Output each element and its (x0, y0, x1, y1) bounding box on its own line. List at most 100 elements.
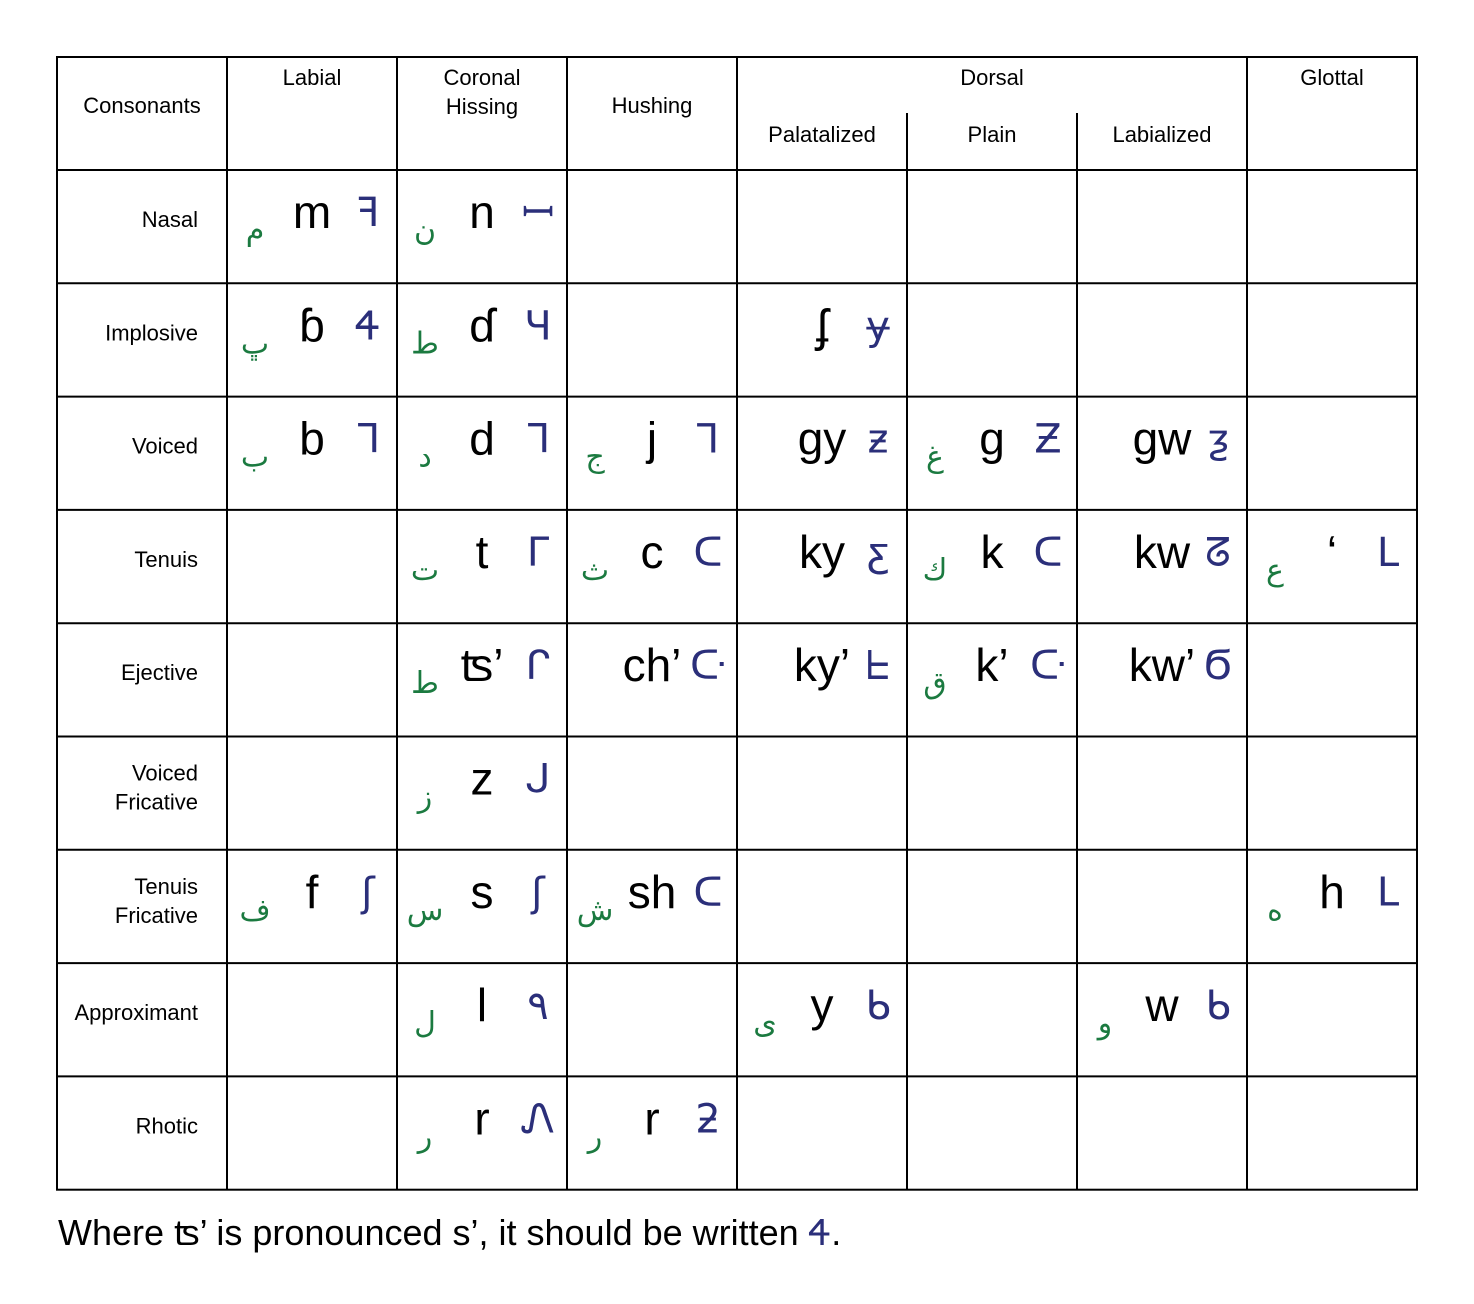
arabic-letter: ط (411, 326, 439, 361)
native-letter: Ꞁ (697, 417, 719, 463)
native-letter: ꟷ (522, 190, 555, 236)
arabic-letter: ط (411, 666, 439, 701)
column-subheader-palatalized: Palatalized (768, 122, 876, 147)
native-letter: ᑲ (865, 983, 890, 1029)
native-letter: ƻ (695, 1096, 720, 1142)
native-letter: L (1377, 530, 1400, 576)
native-letter: ᖶ (866, 643, 890, 689)
native-letter: ᑕ (693, 530, 722, 576)
footnote: Where ʦ’ is pronounced s’, it should be … (58, 1212, 841, 1255)
native-letter: ꟻ (356, 190, 379, 236)
native-letter: ᘔ (1205, 530, 1231, 576)
native-letter: ᒪ (1377, 870, 1400, 916)
native-letter: Ƶ (1034, 417, 1061, 463)
latin-letter: z (471, 753, 494, 805)
row-label: Rhotic (136, 1113, 198, 1138)
arabic-letter: ث (581, 553, 609, 588)
native-letter: ᒋ (525, 643, 550, 689)
latin-letter: s (471, 866, 494, 918)
arabic-letter: ر (416, 1119, 433, 1154)
latin-letter: ɗ (469, 299, 497, 351)
column-header-hushing: Hushing (612, 93, 693, 118)
latin-letter: sh (628, 866, 677, 918)
native-letter: ᑢ (1030, 643, 1066, 689)
native-letter: ᑕ (1033, 530, 1062, 576)
row-label: Ejective (121, 660, 198, 685)
row-label: Tenuis (134, 547, 198, 572)
arabic-letter: ق (923, 666, 946, 701)
column-header-glottal: Glottal (1300, 65, 1364, 90)
corner-label: Consonants (83, 93, 200, 118)
latin-letter: k (981, 526, 1005, 578)
native-letter: ᑢ (690, 643, 726, 689)
arabic-letter: س (407, 893, 444, 928)
arabic-letter: ف (239, 893, 270, 928)
arabic-letter: ڀ (241, 326, 269, 361)
arabic-letter: م (246, 213, 265, 248)
arabic-letter: ع (1266, 553, 1284, 588)
footnote-glyph: Ꮞ (808, 1213, 832, 1254)
arabic-letter: ج (585, 440, 605, 475)
latin-letter: y (811, 979, 834, 1031)
latin-letter: h (1319, 866, 1345, 918)
column-subheader-plain: Plain (968, 122, 1017, 147)
latin-letter: kw (1134, 526, 1191, 578)
arabic-letter: د (418, 440, 431, 475)
latin-letter: r (474, 1092, 489, 1144)
latin-letter: kw’ (1129, 639, 1195, 691)
native-letter: ᒥ (527, 530, 550, 576)
row-label: Tenuis (134, 874, 198, 899)
native-letter: ᒣ (526, 417, 550, 463)
latin-letter: n (469, 186, 495, 238)
native-letter: ᑲ (1205, 983, 1230, 1029)
arabic-letter: ه (1267, 893, 1283, 928)
row-label: Voiced (132, 761, 198, 786)
column-header-dorsal: Dorsal (960, 65, 1024, 90)
arabic-letter: ن (414, 213, 436, 248)
row-label: Voiced (132, 434, 198, 459)
latin-letter: ʦ’ (461, 639, 504, 691)
row-label: Implosive (105, 320, 198, 345)
row-label: Fricative (115, 903, 198, 928)
native-letter: ƶ (868, 417, 889, 463)
footnote-text: Where ʦ’ is pronounced s’, it should be … (58, 1212, 809, 1253)
arabic-letter: ب (241, 440, 269, 475)
native-letter: ƺ (1208, 417, 1229, 463)
native-letter: Ч (524, 303, 551, 349)
row-label: Nasal (142, 207, 198, 232)
latin-letter: c (641, 526, 664, 578)
column-header-coronal: Coronal (443, 65, 520, 90)
native-letter: ᒍ (525, 757, 550, 803)
latin-letter: k’ (975, 639, 1008, 691)
column-header-coronal: Hissing (446, 94, 518, 119)
latin-letter: ch’ (623, 639, 682, 691)
latin-letter: d (469, 413, 495, 465)
latin-letter: f (306, 866, 319, 918)
latin-letter: g (979, 413, 1005, 465)
latin-letter: gw (1133, 413, 1193, 465)
native-letter: ƹ (866, 530, 889, 576)
row-label: Fricative (115, 790, 198, 815)
latin-letter: gy (798, 413, 847, 465)
native-letter: Ϭ (1204, 643, 1232, 689)
latin-letter: ʄ (814, 299, 831, 351)
arabic-letter: ل (414, 1006, 436, 1041)
column-subheader-labialized: Labialized (1112, 122, 1211, 147)
arabic-letter: ر (586, 1119, 603, 1154)
latin-letter: ɓ (299, 299, 325, 351)
arabic-letter: ت (411, 553, 439, 588)
arabic-letter: غ (926, 440, 944, 475)
latin-letter: m (293, 186, 331, 238)
arabic-letter: و (1096, 1006, 1113, 1041)
row-label: Approximant (74, 1000, 198, 1025)
latin-letter: ky (799, 526, 845, 578)
native-letter: ᒣ (356, 417, 380, 463)
native-letter: Ꮞ (355, 303, 380, 349)
arabic-letter: ك (923, 553, 948, 588)
native-letter: ɏ (866, 303, 890, 349)
latin-letter: ‘ (1327, 526, 1337, 578)
latin-letter: b (299, 413, 325, 465)
latin-letter: w (1144, 979, 1179, 1031)
native-letter: ʃ (360, 870, 376, 916)
